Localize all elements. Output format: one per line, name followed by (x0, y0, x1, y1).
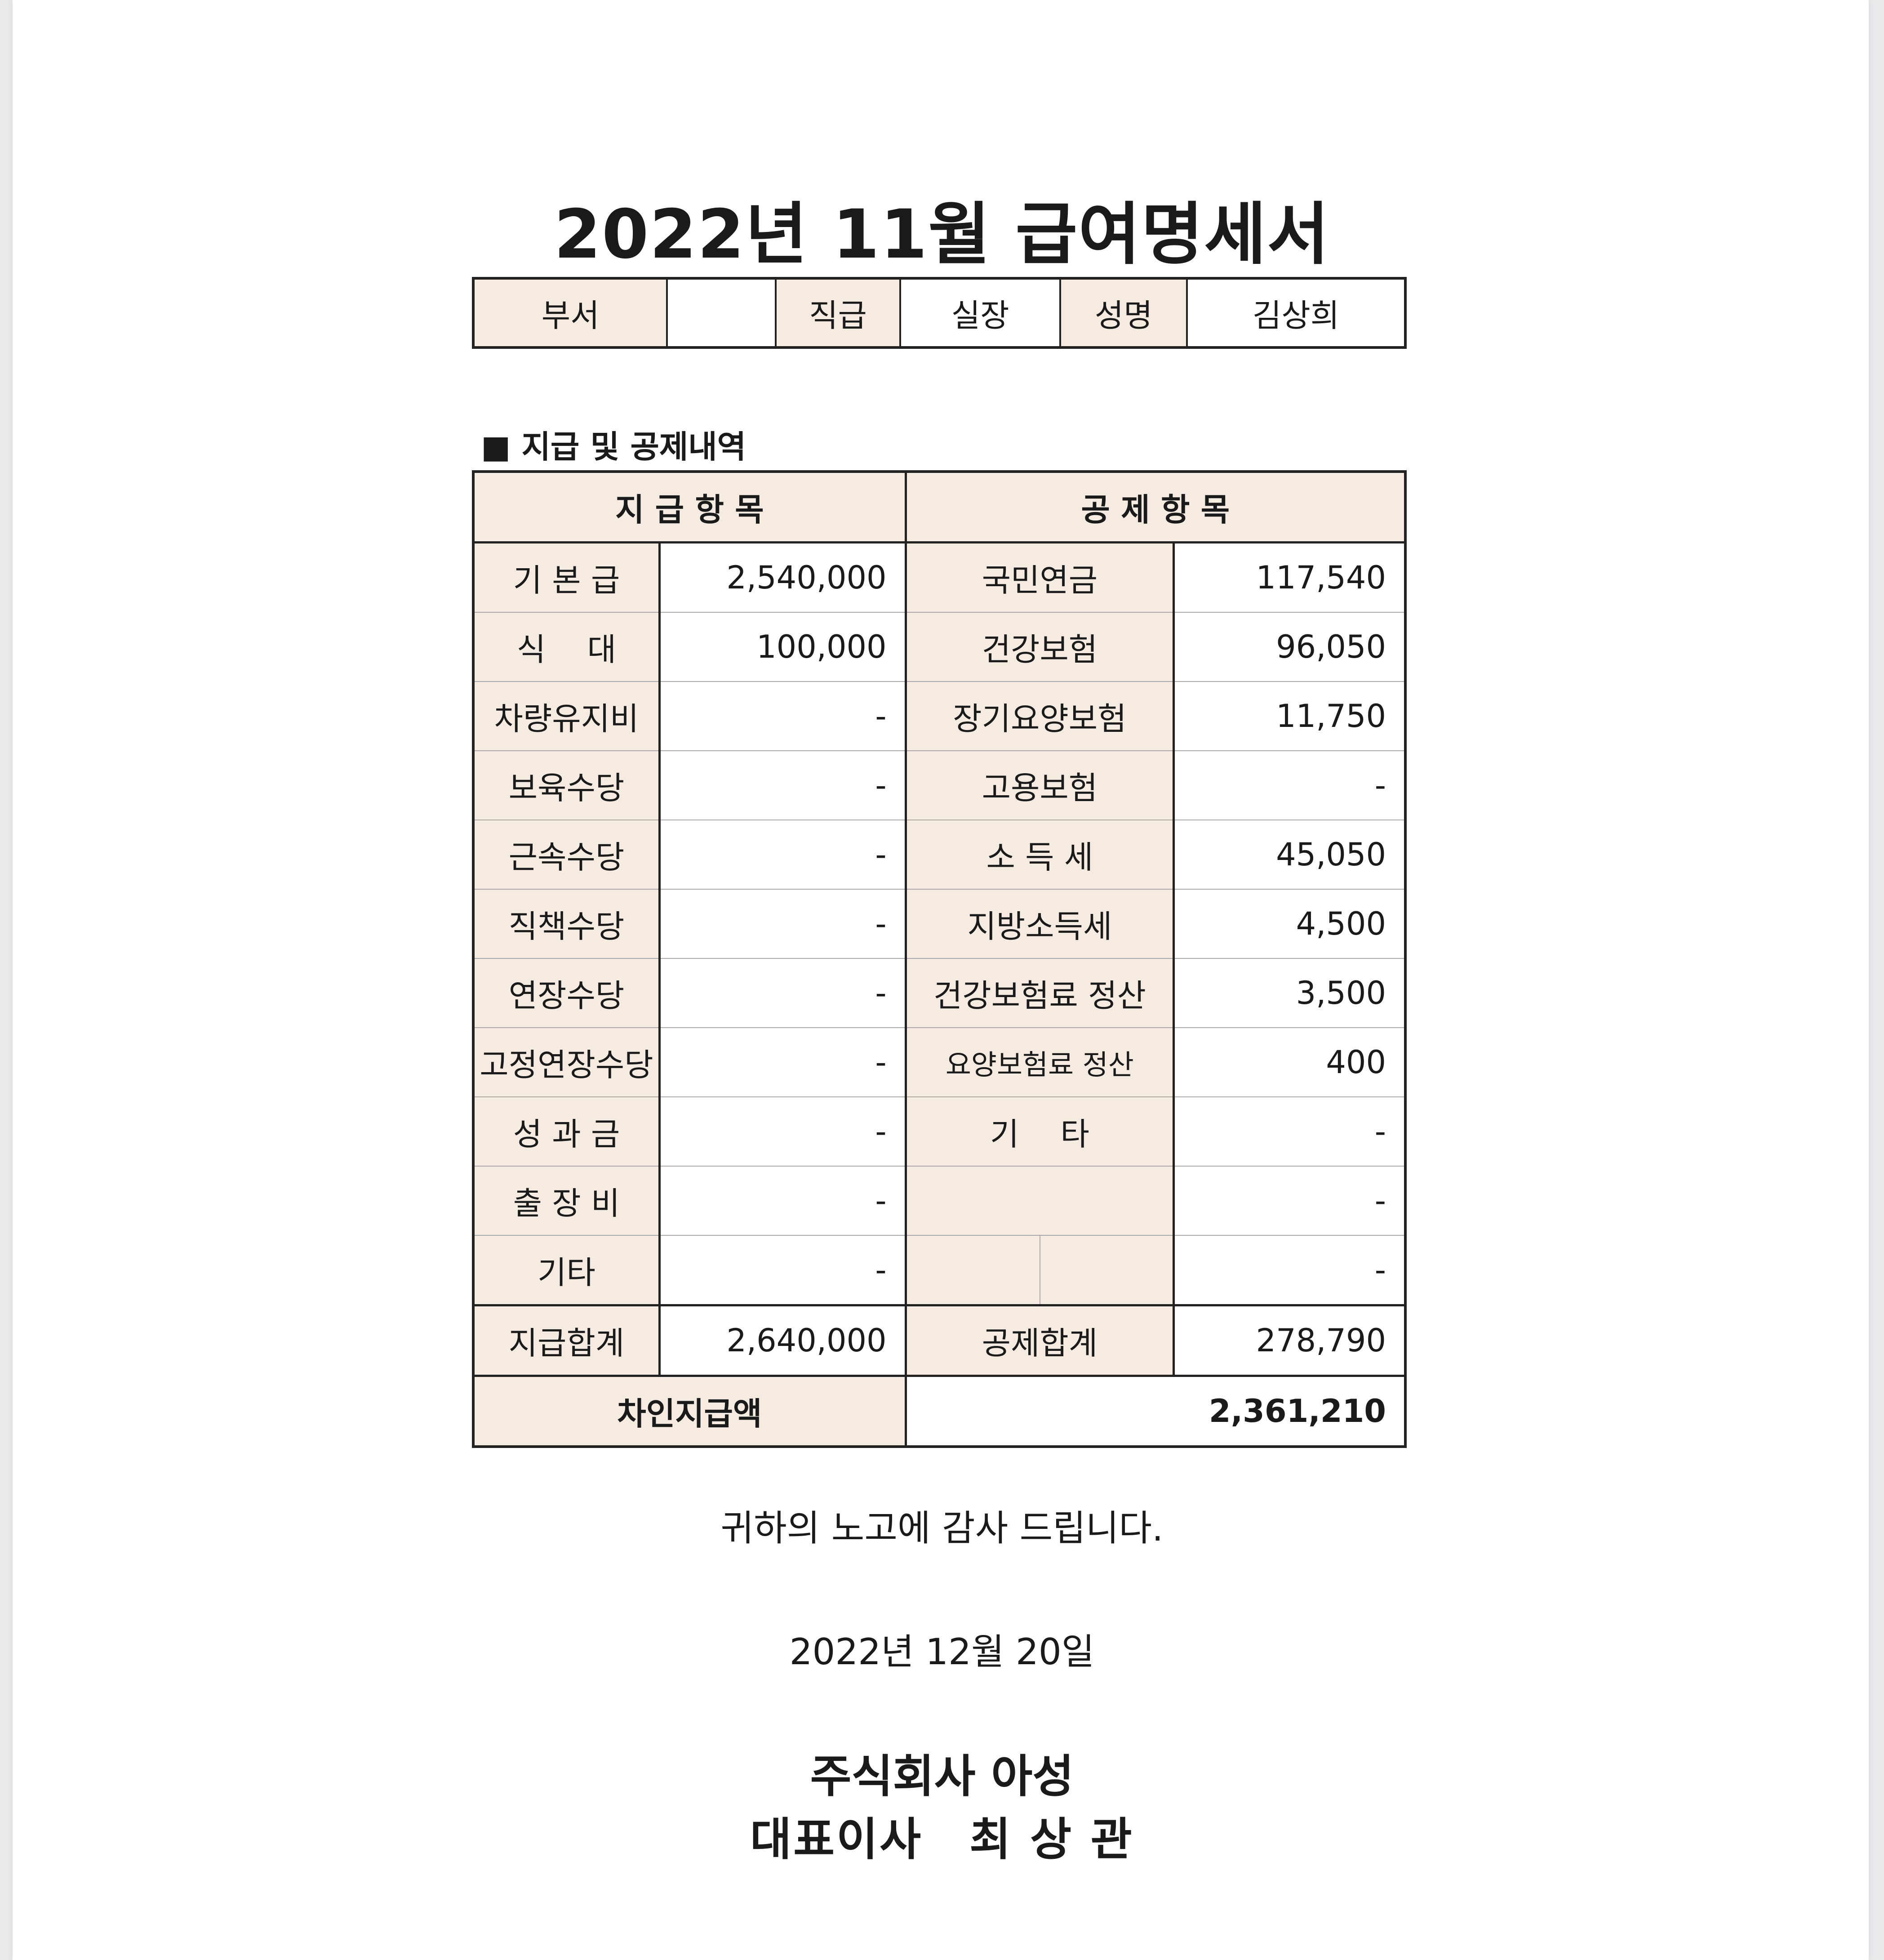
deduct-item-label: 기 타 (905, 1096, 1175, 1167)
pay-item-label: 출 장 비 (472, 1166, 661, 1236)
pay-item-label: 식 대 (472, 612, 661, 682)
pay-item-value: - (659, 820, 907, 890)
pay-item-value: 2,540,000 (659, 542, 907, 613)
pay-item-value: - (659, 1096, 907, 1167)
deduct-item-value: 96,050 (1173, 612, 1406, 682)
net-pay-row: 차인지급액 2,361,210 (472, 1375, 1406, 1447)
deduct-item-label: 고용보험 (905, 750, 1175, 820)
thanks-message: 귀하의 노고에 감사 드립니다. (720, 1507, 1164, 1549)
deduct-item-label: 건강보험료 정산 (905, 958, 1175, 1028)
deduct-item-label: 장기요양보험 (905, 681, 1175, 751)
deduct-item-value: 3,500 (1173, 958, 1406, 1028)
table-row: 차량유지비 - 장기요양보험 11,750 (472, 681, 1406, 751)
dept-label: 부서 (472, 277, 668, 348)
rank-value: 실장 (899, 277, 1062, 348)
total-row: 지급합계 2,640,000 공제합계 278,790 (472, 1304, 1406, 1377)
deduct-item-value: 11,750 (1173, 681, 1406, 751)
pay-item-label: 직책수당 (472, 889, 661, 959)
table-row: 보육수당 - 고용보험 - (472, 750, 1406, 820)
pay-item-value: - (659, 1166, 907, 1236)
table-row: 출 장 비 - - (472, 1166, 1406, 1236)
dept-value (666, 277, 777, 348)
deduct-item-label: 건강보험 (905, 612, 1175, 682)
deduct-item-label (905, 1166, 1175, 1236)
deduct-item-label: 소 득 세 (905, 820, 1175, 890)
pay-item-label: 기 본 급 (472, 542, 661, 613)
ceo-signature: 대표이사 최 상 관 (750, 1813, 1134, 1866)
deduct-header: 공 제 항 목 (905, 471, 1406, 543)
pay-item-label: 보육수당 (472, 750, 661, 820)
table-row: 연장수당 - 건강보험료 정산 3,500 (472, 958, 1406, 1028)
deduct-item-label: 국민연금 (905, 542, 1175, 613)
pay-deduction-table: 지 급 항 목 공 제 항 목 기 본 급 2,540,000 국민연금 117… (472, 470, 1407, 1448)
deduct-item-label: 지방소득세 (905, 889, 1175, 959)
deduct-item-value: 45,050 (1173, 820, 1406, 890)
deduct-item-value: 400 (1173, 1027, 1406, 1097)
pay-item-label: 기타 (472, 1235, 661, 1306)
table-row: 성 과 금 - 기 타 - (472, 1096, 1406, 1167)
deduct-item-value: - (1173, 1096, 1406, 1167)
name-value: 김상희 (1186, 277, 1406, 348)
pay-item-value: - (659, 681, 907, 751)
deduct-item-value: - (1173, 750, 1406, 820)
pay-item-label: 차량유지비 (472, 681, 661, 751)
deduct-item-value: - (1173, 1166, 1406, 1236)
pay-item-value: - (659, 1235, 907, 1306)
deduct-item-value: 117,540 (1173, 542, 1406, 613)
pay-total-value: 2,640,000 (659, 1304, 907, 1377)
pay-item-label: 고정연장수당 (472, 1027, 661, 1097)
pay-item-value: - (659, 889, 907, 959)
table-row: 근속수당 - 소 득 세 45,050 (472, 820, 1406, 890)
pay-item-value: - (659, 750, 907, 820)
name-label: 성명 (1059, 277, 1188, 348)
pay-item-label: 근속수당 (472, 820, 661, 890)
deduct-total-label: 공제합계 (905, 1304, 1175, 1377)
company-name: 주식회사 아성 (810, 1750, 1074, 1803)
pay-total-label: 지급합계 (472, 1304, 661, 1377)
deduct-total-value: 278,790 (1173, 1304, 1406, 1377)
pay-header: 지 급 항 목 (472, 471, 907, 543)
table-row: 직책수당 - 지방소득세 4,500 (472, 889, 1406, 959)
table-row: 기타 - - (472, 1235, 1406, 1306)
section-title: ■ 지급 및 공제내역 (481, 428, 746, 465)
pay-item-label: 연장수당 (472, 958, 661, 1028)
pay-item-value: - (659, 958, 907, 1028)
net-pay-label: 차인지급액 (472, 1375, 907, 1447)
deduct-item-label (905, 1235, 1175, 1306)
net-pay-value: 2,361,210 (905, 1375, 1406, 1447)
document-title: 2022년 11월 급여명세서 (554, 196, 1330, 274)
table-row: 기 본 급 2,540,000 국민연금 117,540 (472, 542, 1406, 613)
pay-item-value: 100,000 (659, 612, 907, 682)
rank-label: 직급 (775, 277, 902, 348)
deduct-item-value: 4,500 (1173, 889, 1406, 959)
table-row: 고정연장수당 - 요양보험료 정산 400 (472, 1027, 1406, 1097)
pay-item-value: - (659, 1027, 907, 1097)
table-row: 식 대 100,000 건강보험 96,050 (472, 612, 1406, 682)
employee-info-table: 부서 직급 실장 성명 김상희 (472, 277, 1407, 349)
deduct-item-value: - (1173, 1235, 1406, 1306)
deduct-item-label: 요양보험료 정산 (905, 1027, 1175, 1097)
issue-date: 2022년 12월 20일 (789, 1631, 1095, 1673)
pay-item-label: 성 과 금 (472, 1096, 661, 1167)
